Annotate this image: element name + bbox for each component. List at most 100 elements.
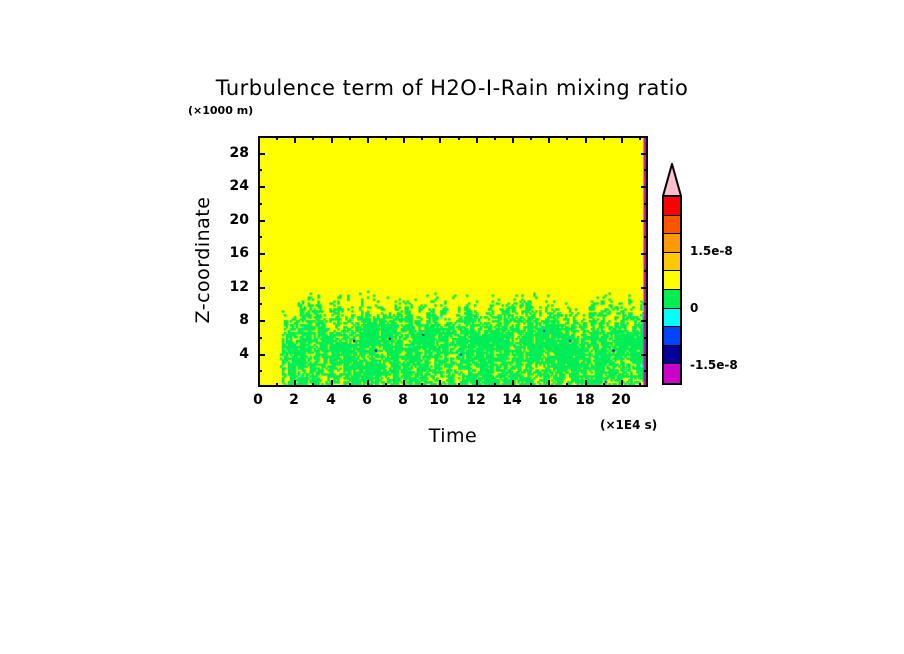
y-tick-major — [258, 320, 265, 322]
x-tick-minor — [385, 383, 387, 387]
x-tick-major-top — [367, 136, 369, 143]
colorbar-top-arrow-icon — [662, 163, 682, 197]
plot-area — [258, 136, 648, 387]
x-tick-minor-top — [603, 136, 605, 140]
x-tick-minor — [276, 383, 278, 387]
x-tick-major — [258, 380, 260, 387]
x-tick-major-top — [258, 136, 260, 143]
y-tick-major-right — [641, 153, 648, 155]
x-tick-label: 6 — [362, 392, 372, 408]
colorbar-band — [664, 364, 680, 383]
colorbar-band — [664, 252, 680, 272]
y-tick-major — [258, 220, 265, 222]
y-tick-major-right — [641, 186, 648, 188]
x-tick-label: 8 — [398, 392, 408, 408]
y-tick-major — [258, 253, 265, 255]
page-title: Turbulence term of H2O-I-Rain mixing rat… — [215, 76, 689, 100]
x-tick-major-top — [585, 136, 587, 143]
y-tick-minor — [258, 169, 262, 171]
x-tick-label: 2 — [289, 392, 299, 408]
colorbar — [662, 195, 682, 385]
y-tick-minor-right — [644, 270, 648, 272]
y-tick-major — [258, 153, 265, 155]
y-tick-major-right — [641, 287, 648, 289]
x-tick-minor — [312, 383, 314, 387]
x-tick-minor — [349, 383, 351, 387]
x-tick-minor-top — [494, 136, 496, 140]
colorbar-tick-label: 0 — [690, 301, 699, 315]
x-tick-major — [585, 380, 587, 387]
y-tick-minor — [258, 203, 262, 205]
colorbar-tick-label: -1.5e-8 — [690, 358, 738, 372]
x-tick-major — [331, 380, 333, 387]
colorbar-band — [664, 327, 680, 346]
x-tick-major — [621, 380, 623, 387]
colorbar-band — [664, 308, 680, 328]
colorbar-band — [664, 289, 680, 309]
y-tick-major-right — [641, 253, 648, 255]
x-tick-minor-top — [312, 136, 314, 140]
x-axis-unit-label: (×1E4 s) — [600, 418, 658, 432]
x-tick-label: 4 — [326, 392, 336, 408]
x-tick-minor-top — [276, 136, 278, 140]
y-tick-minor-right — [644, 203, 648, 205]
x-tick-minor — [421, 383, 423, 387]
heatmap-canvas — [260, 138, 646, 385]
y-tick-minor-right — [644, 236, 648, 238]
colorbar-band — [664, 215, 680, 235]
y-tick-major-right — [641, 220, 648, 222]
x-tick-minor-top — [421, 136, 423, 140]
x-tick-major-top — [294, 136, 296, 143]
y-tick-minor — [258, 370, 262, 372]
x-tick-minor — [603, 383, 605, 387]
x-tick-label: 0 — [253, 392, 263, 408]
y-tick-label: 4 — [239, 346, 249, 362]
x-tick-minor-top — [458, 136, 460, 140]
y-tick-minor — [258, 270, 262, 272]
y-tick-label: 28 — [229, 145, 249, 161]
x-tick-label: 14 — [502, 392, 522, 408]
y-tick-minor-right — [644, 169, 648, 171]
colorbar-band — [664, 234, 680, 253]
x-tick-minor-top — [530, 136, 532, 140]
x-tick-major — [367, 380, 369, 387]
colorbar-band — [664, 197, 680, 216]
x-tick-major-top — [403, 136, 405, 143]
x-tick-label: 16 — [538, 392, 558, 408]
x-tick-minor-top — [639, 136, 641, 140]
y-tick-label: 8 — [239, 312, 249, 328]
x-tick-label: 12 — [466, 392, 486, 408]
colorbar-tick-label: 1.5e-8 — [690, 244, 733, 258]
x-tick-major-top — [476, 136, 478, 143]
x-tick-major — [294, 380, 296, 387]
x-tick-major — [476, 380, 478, 387]
x-tick-minor — [458, 383, 460, 387]
x-tick-major — [548, 380, 550, 387]
x-tick-label: 18 — [575, 392, 595, 408]
x-tick-minor — [639, 383, 641, 387]
x-tick-minor — [494, 383, 496, 387]
y-tick-major — [258, 186, 265, 188]
y-axis-unit-label: (×1000 m) — [188, 104, 254, 117]
y-tick-major-right — [641, 354, 648, 356]
x-tick-major — [512, 380, 514, 387]
y-tick-label: 16 — [229, 245, 249, 261]
x-tick-major — [439, 380, 441, 387]
x-tick-minor-top — [349, 136, 351, 140]
y-tick-minor-right — [644, 337, 648, 339]
y-tick-minor — [258, 236, 262, 238]
x-tick-minor-top — [385, 136, 387, 140]
y-tick-label: 12 — [229, 279, 249, 295]
x-tick-major-top — [621, 136, 623, 143]
x-tick-major-top — [439, 136, 441, 143]
y-tick-minor-right — [644, 303, 648, 305]
x-tick-major-top — [331, 136, 333, 143]
x-tick-major-top — [548, 136, 550, 143]
x-tick-minor — [566, 383, 568, 387]
y-tick-minor-right — [644, 370, 648, 372]
y-tick-label: 20 — [229, 212, 249, 228]
y-tick-label: 24 — [229, 178, 249, 194]
y-tick-major-right — [641, 320, 648, 322]
y-tick-major — [258, 354, 265, 356]
